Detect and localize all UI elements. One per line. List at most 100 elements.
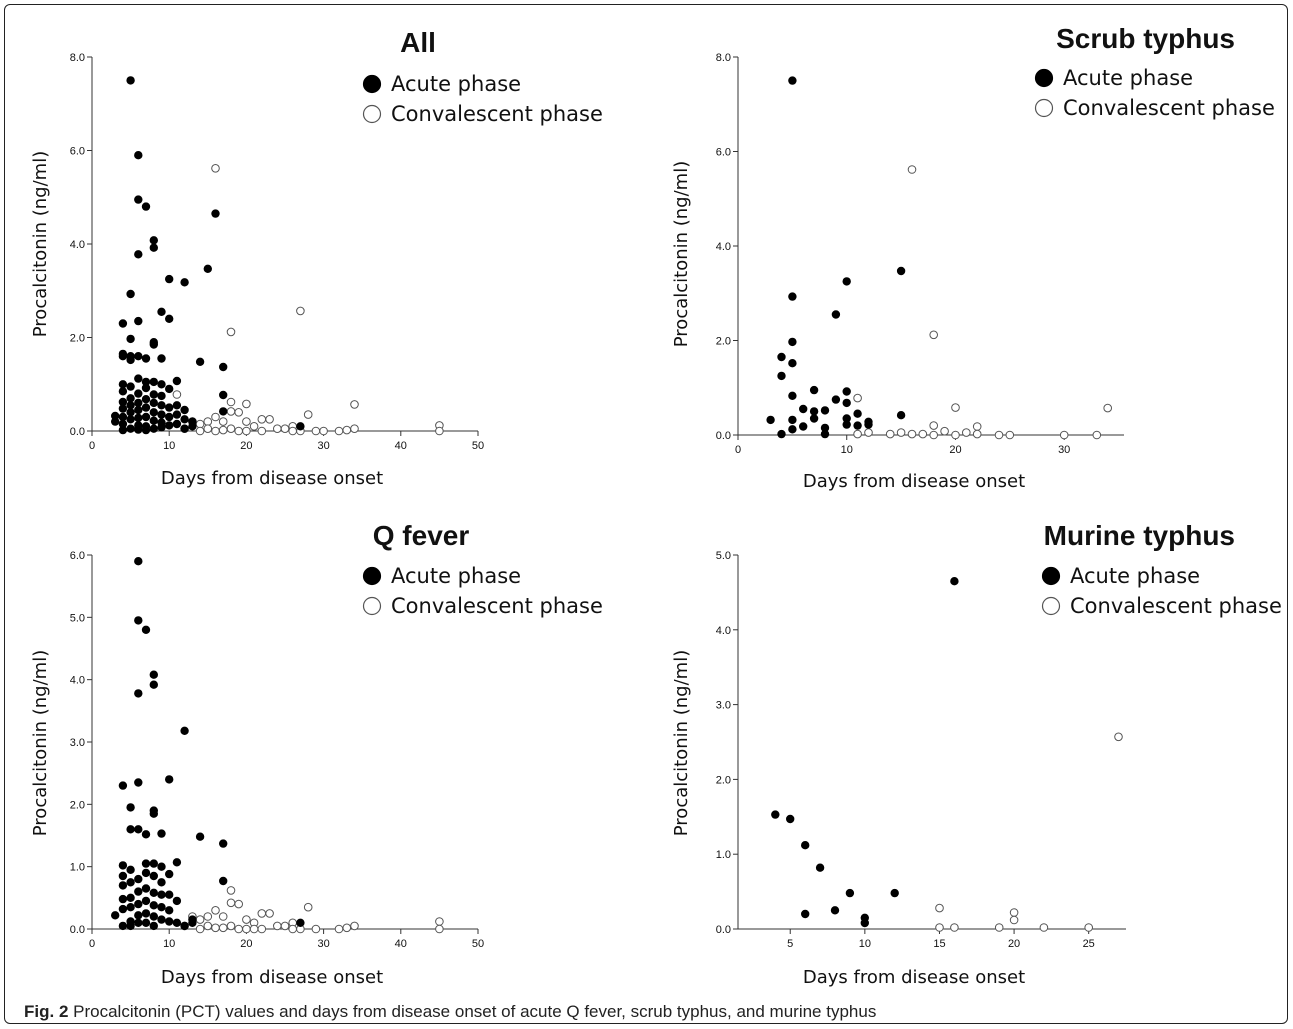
x-tick-label: 5 <box>787 938 793 950</box>
data-point-acute <box>126 803 135 812</box>
data-point-acute <box>118 921 128 931</box>
y-axis-label: Procalcitonin (ng/ml) <box>30 151 51 337</box>
data-point-convalescent <box>435 426 444 436</box>
data-point-convalescent <box>226 424 236 434</box>
data-point-acute <box>157 391 166 401</box>
y-tick-label: 0.0 <box>70 426 85 438</box>
y-tick-label: 4.0 <box>70 239 85 251</box>
data-point-convalescent <box>273 424 282 434</box>
data-point-convalescent <box>950 923 959 932</box>
figure-caption: Fig. 2 Procalcitonin (PCT) values and da… <box>24 1002 876 1022</box>
data-point-acute <box>149 670 158 679</box>
data-point-convalescent <box>234 924 243 934</box>
data-point-acute <box>164 403 174 412</box>
data-point-acute <box>218 362 228 372</box>
data-point-acute <box>830 906 840 915</box>
data-point-acute <box>157 380 166 389</box>
panel-all: 0 10 20 30 40 50 0.0 2.0 4.0 6.0 8.0 Days from dise… <box>0 0 646 500</box>
data-point-acute <box>809 414 819 423</box>
data-point-acute <box>157 903 166 912</box>
data-point-convalescent <box>972 429 982 439</box>
data-point-acute <box>164 917 174 926</box>
data-point-convalescent <box>195 924 205 934</box>
data-point-convalescent <box>172 390 182 399</box>
data-point-acute <box>134 374 143 383</box>
y-tick-label: 3.0 <box>716 700 731 712</box>
data-point-acute <box>134 352 143 361</box>
x-tick-label: 10 <box>859 938 871 950</box>
data-point-convalescent <box>234 408 243 417</box>
data-point-acute <box>164 775 174 784</box>
data-point-acute <box>149 236 158 245</box>
data-point-convalescent <box>280 424 290 434</box>
data-point-convalescent <box>203 424 213 434</box>
x-axis-label: Days from disease onset <box>803 471 1025 492</box>
y-tick-label: 5.0 <box>716 550 731 562</box>
data-point-acute <box>134 899 143 909</box>
data-point-acute <box>126 76 135 85</box>
data-point-acute <box>149 424 158 433</box>
data-point-acute <box>777 371 786 381</box>
data-point-acute <box>118 894 128 904</box>
data-point-acute <box>788 337 797 347</box>
data-point-acute <box>788 415 797 425</box>
data-point-acute <box>157 423 166 432</box>
data-point-acute <box>134 425 143 434</box>
data-point-acute <box>141 354 151 363</box>
data-point-acute <box>141 412 151 422</box>
y-tick-label: 8.0 <box>70 52 85 64</box>
data-point-acute <box>853 409 862 418</box>
data-point-acute <box>809 407 819 416</box>
data-point-acute <box>180 415 189 424</box>
data-point-convalescent <box>350 424 359 434</box>
data-point-acute <box>134 778 143 787</box>
data-point-acute <box>157 862 166 871</box>
data-point-convalescent <box>257 909 267 918</box>
data-point-convalescent <box>218 417 228 426</box>
legend-label-acute: Acute phase <box>1070 564 1200 588</box>
data-point-acute <box>118 904 128 914</box>
data-point-acute <box>134 557 143 566</box>
data-point-convalescent <box>342 425 352 435</box>
data-point-acute <box>126 401 135 410</box>
data-point-convalescent <box>311 426 321 436</box>
data-point-acute <box>777 429 786 439</box>
data-point-acute <box>118 319 128 328</box>
y-tick-label: 6.0 <box>716 147 731 159</box>
data-point-acute <box>195 832 205 841</box>
data-point-convalescent <box>203 912 213 921</box>
data-point-acute <box>149 390 158 399</box>
data-point-acute <box>890 888 899 898</box>
data-point-acute <box>842 387 851 396</box>
data-point-acute <box>788 425 797 434</box>
x-tick-label: 30 <box>317 938 329 950</box>
data-point-convalescent <box>951 430 960 440</box>
data-point-convalescent <box>226 886 236 895</box>
data-point-acute <box>218 390 228 400</box>
data-point-acute <box>845 888 855 898</box>
data-point-acute <box>149 408 158 417</box>
legend-marker-convalescent <box>362 104 382 124</box>
data-point-convalescent <box>226 327 236 337</box>
data-point-acute <box>164 274 174 284</box>
data-point-acute <box>172 918 182 927</box>
data-point-acute <box>149 901 158 910</box>
data-point-acute <box>164 421 174 430</box>
data-point-convalescent <box>218 425 228 435</box>
x-axis-label: Days from disease onset <box>161 967 383 988</box>
data-point-acute <box>141 202 151 211</box>
data-point-acute <box>180 405 189 415</box>
y-tick-label: 2.0 <box>70 333 85 345</box>
data-point-convalescent <box>935 923 944 932</box>
data-point-acute <box>141 918 151 927</box>
data-point-convalescent <box>242 417 251 426</box>
data-point-acute <box>141 395 151 404</box>
data-point-convalescent <box>896 428 906 437</box>
data-point-acute <box>126 415 135 424</box>
data-point-acute <box>126 893 135 902</box>
data-point-acute <box>296 422 305 431</box>
data-point-acute <box>211 209 220 218</box>
x-tick-label: 20 <box>240 440 252 452</box>
data-point-convalescent <box>311 924 321 934</box>
data-point-acute <box>831 310 841 319</box>
